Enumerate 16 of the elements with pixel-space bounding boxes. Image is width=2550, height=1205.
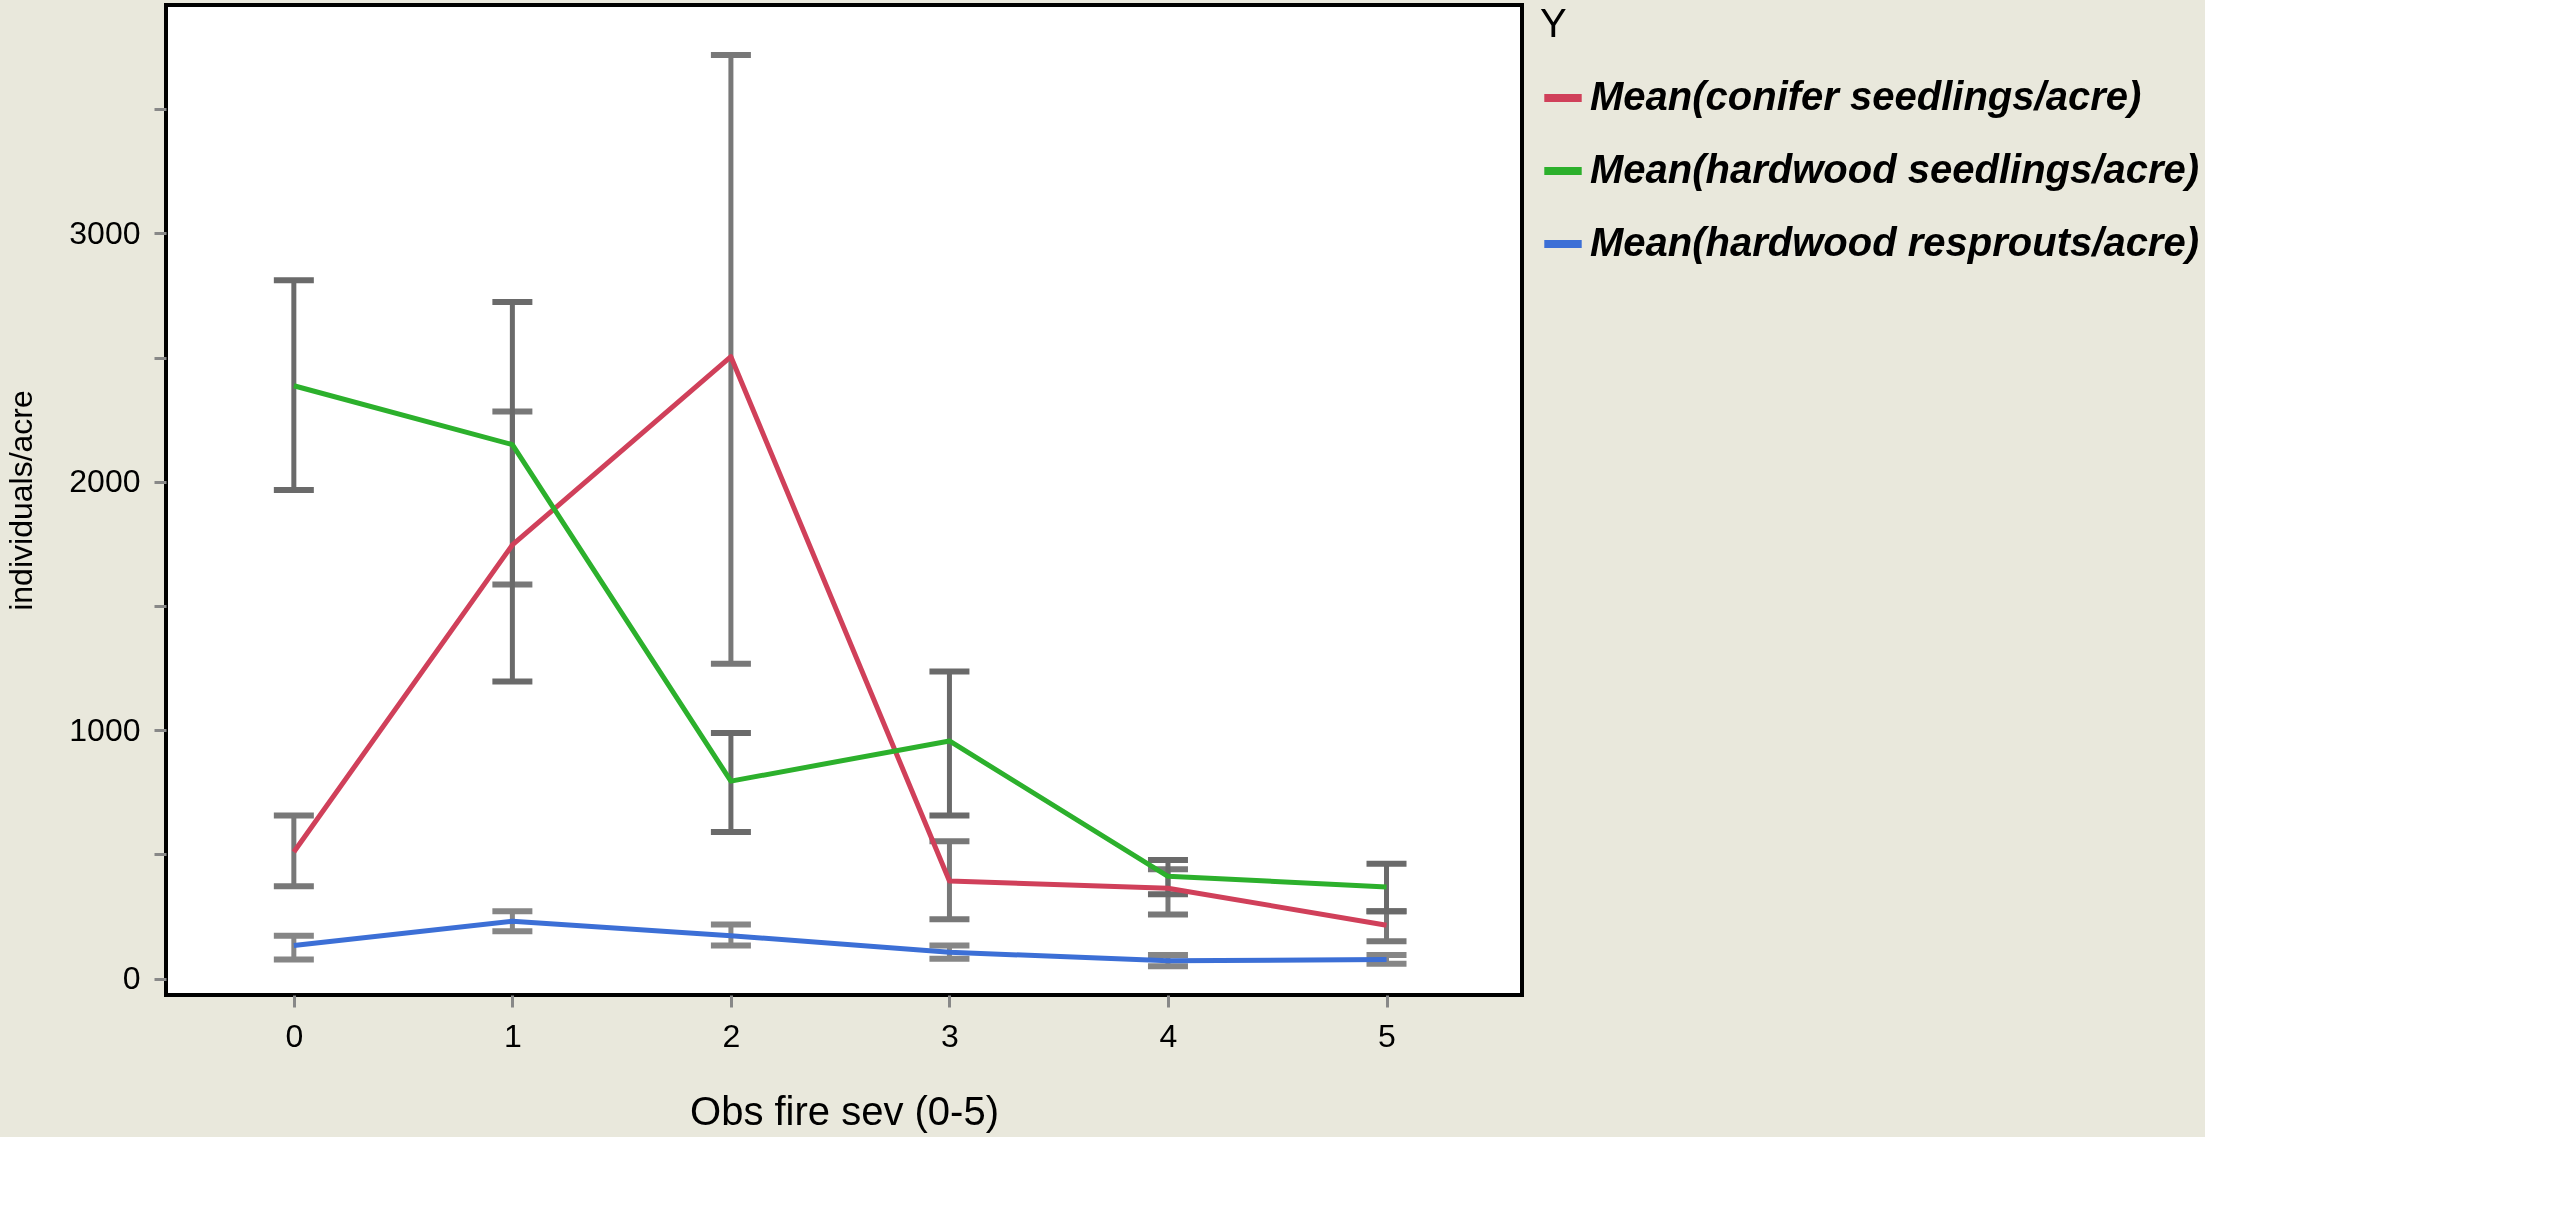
y-tick-label: 3000 <box>69 215 141 251</box>
x-tick-label: 1 <box>503 1017 522 1054</box>
legend-title: Y <box>1540 1 1567 45</box>
legend-label: Mean(hardwood seedlings/acre) <box>1590 147 2200 191</box>
y-axis-title: individuals/acre <box>3 390 40 611</box>
x-tick-label: 5 <box>1378 1017 1396 1054</box>
legend-label: Mean(conifer seedlings/acre) <box>1590 74 2142 118</box>
x-tick-label: 3 <box>941 1017 959 1054</box>
y-tick-label: 0 <box>122 960 141 997</box>
x-axis-title: Obs fire sev (0-5) <box>690 1088 999 1133</box>
y-tick-label: 1000 <box>69 711 141 748</box>
legend-label: Mean(hardwood resprouts/acre) <box>1590 220 2200 264</box>
x-tick-label: 4 <box>1159 1017 1178 1054</box>
x-tick-label: 0 <box>285 1017 304 1054</box>
x-tick-label: 2 <box>722 1017 741 1054</box>
y-tick-label: 2000 <box>69 463 141 500</box>
